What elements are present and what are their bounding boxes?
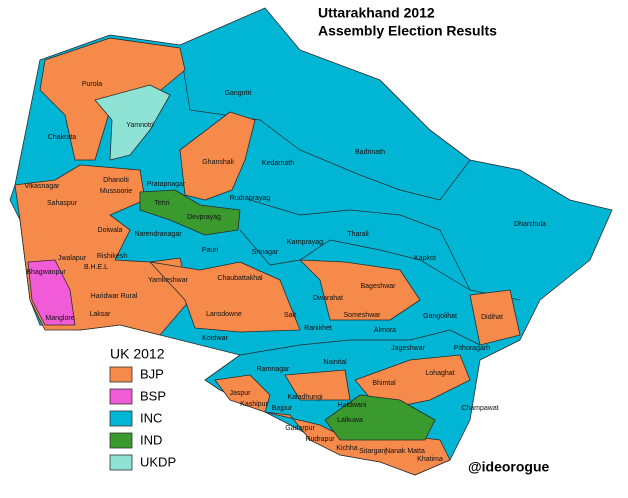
constituency-label: Laksar	[89, 311, 111, 318]
constituency-label: Ranikhet	[304, 325, 332, 332]
constituency-label: Srinagar	[252, 249, 279, 256]
constituency-label: Devprayag	[187, 214, 221, 221]
region-bjp	[284, 369, 351, 401]
region-ukdp	[94, 84, 171, 161]
constituency-label: Jageshwar	[391, 345, 426, 352]
constituency-label: Lalkuwa	[337, 417, 363, 424]
constituency-label: Didihat	[481, 314, 503, 321]
constituency-label: Dharchula	[514, 221, 546, 228]
constituency-label: Lansdowne	[206, 311, 242, 318]
boundary	[179, 47, 471, 201]
constituency-label: Jwalapur	[58, 255, 87, 262]
region-bjp	[469, 289, 521, 346]
legend-label: UKDP	[140, 454, 176, 469]
constituency-label: Tharali	[347, 231, 369, 238]
title: Uttarakhand 2012	[318, 5, 435, 21]
constituency-label: Yamnotri	[126, 122, 154, 129]
region-bjp	[299, 259, 421, 321]
constituency-label: Champawat	[461, 405, 498, 412]
constituency-label: Manglore	[45, 315, 74, 322]
constituency-label: Sahaspur	[47, 200, 78, 207]
constituency-label: Rishikesh	[97, 253, 127, 260]
constituency-label: Dhanolti	[103, 177, 129, 184]
constituency-label: Vikasnagar	[25, 183, 61, 190]
constituency-label: Almora	[374, 327, 396, 334]
constituency-label: Doiwala	[98, 227, 123, 234]
constituency-label: Tehri	[154, 200, 170, 207]
region-ind	[324, 394, 436, 441]
constituency-label: Khatima	[417, 456, 443, 463]
credit: @ideorogue	[468, 459, 550, 475]
legend: BJP BSP INC IND UKDP	[109, 366, 176, 471]
constituency-label: Pithoragarh	[454, 345, 490, 352]
constituency-label: Kashipur	[240, 401, 268, 408]
constituency-label: Nanak Matta	[385, 448, 425, 455]
constituency-label: Rudrapur	[305, 436, 335, 443]
legend-swatch	[109, 454, 133, 471]
title: Assembly Election Results	[318, 23, 497, 39]
constituency-label: Pratapnagar	[147, 181, 186, 188]
constituency-label: Someshwar	[344, 312, 382, 319]
constituency-label: Yamkeshwar	[148, 277, 189, 284]
constituency-label: Kaladhungi	[287, 394, 322, 401]
legend-label: BJP	[140, 366, 164, 381]
region-bjp	[179, 111, 256, 201]
constituency-label: Nainital	[323, 359, 347, 366]
constituency-label: Bhagwanpur	[26, 269, 66, 276]
legend-swatch	[109, 366, 133, 383]
constituency-label: Gangolihat	[423, 313, 457, 320]
constituency-label: Haldwani	[338, 402, 367, 409]
constituency-label: Kotdwar	[202, 335, 228, 342]
constituency-label: Ramnagar	[257, 366, 290, 373]
constituency-label: Ghanshali	[202, 159, 234, 166]
constituency-label: Kapkot	[414, 255, 436, 262]
constituency-label: Chaubattakhal	[217, 275, 263, 282]
constituency-label: Narendranagar	[134, 231, 182, 238]
constituency-label: Bageshwar	[360, 283, 396, 290]
legend-label: BSP	[140, 388, 166, 403]
constituency-label: Haridwar Rural	[91, 293, 138, 300]
constituency-label: Gadarpur	[285, 425, 315, 432]
boundary	[239, 229, 471, 291]
labels: Purola Gangotri Yamnotri Chakrata Badrinath K…	[25, 81, 547, 463]
constituency-label: Mussoorie	[100, 188, 132, 195]
region-bsp	[27, 259, 76, 326]
constituency-label: Jaspur	[229, 390, 251, 397]
constituency-label: Purola	[82, 81, 102, 88]
constituency-label: Chakrata	[48, 134, 77, 141]
constituency-label: Badrinath	[355, 149, 385, 156]
constituency-label: Bhimtal	[372, 380, 396, 387]
constituency-label: Gangotri	[225, 90, 252, 97]
boundary	[239, 329, 481, 356]
legend-label: INC	[140, 410, 162, 425]
legend-title: UK 2012	[110, 346, 165, 362]
constituency-label: Bajpur	[272, 405, 293, 412]
region-bjp	[149, 261, 301, 333]
constituency-label: Lohaghat	[425, 370, 454, 377]
legend-swatch	[109, 432, 133, 449]
constituency-label: B.H.E.L	[84, 264, 108, 271]
legend-label: IND	[140, 432, 162, 447]
constituency-label: Dwarahat	[313, 295, 343, 302]
constituency-label: Kichha	[336, 445, 358, 452]
constituency-label: Sitarganj	[359, 448, 387, 455]
constituency-label: Kedarnath	[262, 160, 294, 167]
legend-swatch	[109, 388, 133, 405]
legend-swatch	[109, 410, 133, 427]
constituency-label: Salt	[284, 312, 296, 319]
constituency-label: Pauri	[202, 247, 219, 254]
constituency-label: Karnprayag	[287, 239, 323, 246]
region-bjp	[214, 374, 271, 413]
constituency-label: Rudraprayag	[230, 195, 271, 202]
region-ind	[139, 189, 241, 236]
